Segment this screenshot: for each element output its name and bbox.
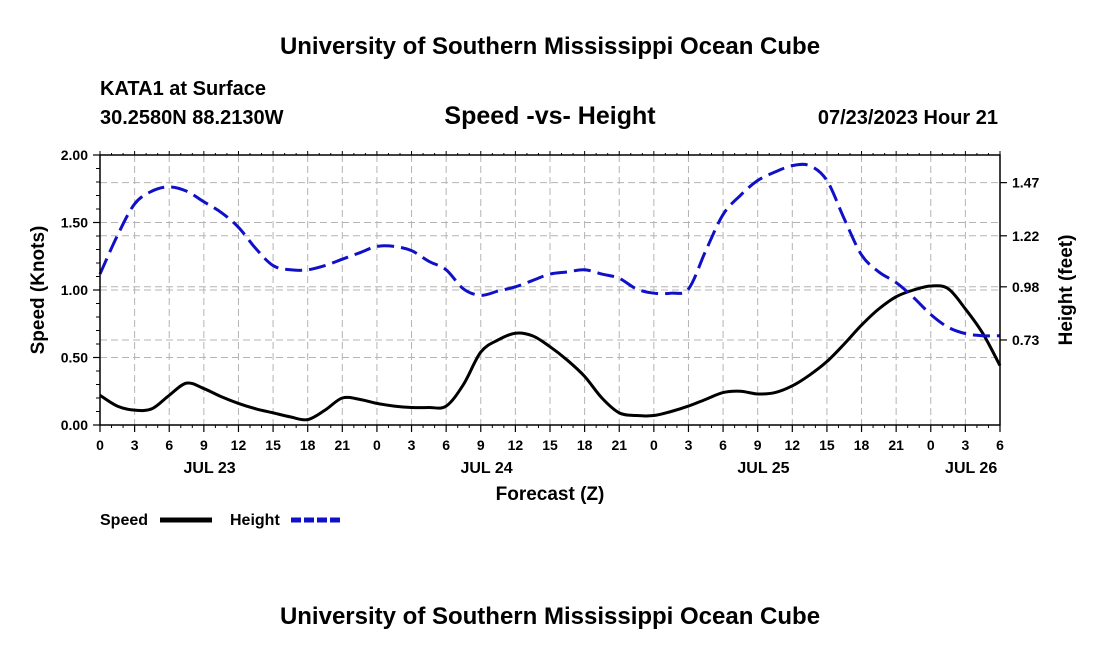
x-tick-label: 3 xyxy=(961,437,969,453)
y-tick-label: 2.00 xyxy=(61,147,88,163)
x-tick-label: 12 xyxy=(231,437,247,453)
x-axis-title: Forecast (Z) xyxy=(496,484,605,505)
y2-axis-title: Height (feet) xyxy=(1056,235,1077,346)
footer-title: University of Southern Mississippi Ocean… xyxy=(280,603,820,630)
x-tick-label: 0 xyxy=(650,437,658,453)
chart-title: Speed -vs- Height xyxy=(444,102,656,130)
x-tick-label: 12 xyxy=(785,437,801,453)
station-label: KATA1 at Surface xyxy=(100,78,266,100)
y-tick-label: 1.50 xyxy=(61,215,88,231)
x-tick-label: 0 xyxy=(96,437,104,453)
x-tick-label: 6 xyxy=(719,437,727,453)
forecast-datetime: 07/23/2023 Hour 21 xyxy=(818,107,998,129)
series-line-speed xyxy=(99,284,1002,422)
x-date-label: JUL 25 xyxy=(737,460,789,477)
x-tick-label: 3 xyxy=(685,437,693,453)
x-tick-label: 15 xyxy=(265,437,281,453)
axes: 0 3 6 9 12 15 18 21 0 3 6 9 12 15 18 21 0 3 6 9 12 15 18 21 0 3 6J… xyxy=(61,147,1040,477)
legend-label-speed: Speed xyxy=(100,512,148,529)
legend: Speed Height xyxy=(100,512,343,529)
x-tick-label: 6 xyxy=(996,437,1004,453)
x-date-label: JUL 23 xyxy=(184,460,236,477)
x-tick-label: 3 xyxy=(408,437,416,453)
x-tick-label: 21 xyxy=(888,437,904,453)
x-tick-label: 6 xyxy=(165,437,173,453)
x-tick-label: 9 xyxy=(754,437,762,453)
y2-tick-label: 0.98 xyxy=(1012,279,1039,295)
y2-tick-label: 1.47 xyxy=(1012,175,1039,191)
x-tick-label: 0 xyxy=(373,437,381,453)
x-date-label: JUL 26 xyxy=(945,460,997,477)
y2-tick-label: 0.73 xyxy=(1012,332,1039,348)
y2-tick-label: 1.22 xyxy=(1012,228,1039,244)
x-tick-label: 21 xyxy=(335,437,351,453)
series-line-height xyxy=(98,162,1001,338)
y-tick-label: 0.50 xyxy=(61,350,88,366)
y-axis-title: Speed (Knots) xyxy=(28,226,49,355)
x-date-label: JUL 24 xyxy=(460,460,512,477)
x-tick-label: 9 xyxy=(477,437,485,453)
x-tick-label: 0 xyxy=(927,437,935,453)
x-tick-label: 18 xyxy=(577,437,593,453)
x-tick-label: 21 xyxy=(611,437,627,453)
series-layer xyxy=(98,162,1002,422)
x-tick-label: 18 xyxy=(854,437,870,453)
x-tick-label: 18 xyxy=(300,437,316,453)
x-tick-label: 12 xyxy=(508,437,524,453)
x-tick-label: 9 xyxy=(200,437,208,453)
station-coordinates: 30.2580N 88.2130W xyxy=(100,107,284,129)
x-tick-label: 6 xyxy=(442,437,450,453)
y-tick-label: 0.00 xyxy=(61,417,88,433)
y-tick-label: 1.00 xyxy=(61,282,88,298)
x-tick-label: 15 xyxy=(542,437,558,453)
x-tick-label: 15 xyxy=(819,437,835,453)
x-tick-label: 3 xyxy=(131,437,139,453)
page-title: University of Southern Mississippi Ocean… xyxy=(280,33,820,60)
legend-label-height: Height xyxy=(230,512,280,529)
